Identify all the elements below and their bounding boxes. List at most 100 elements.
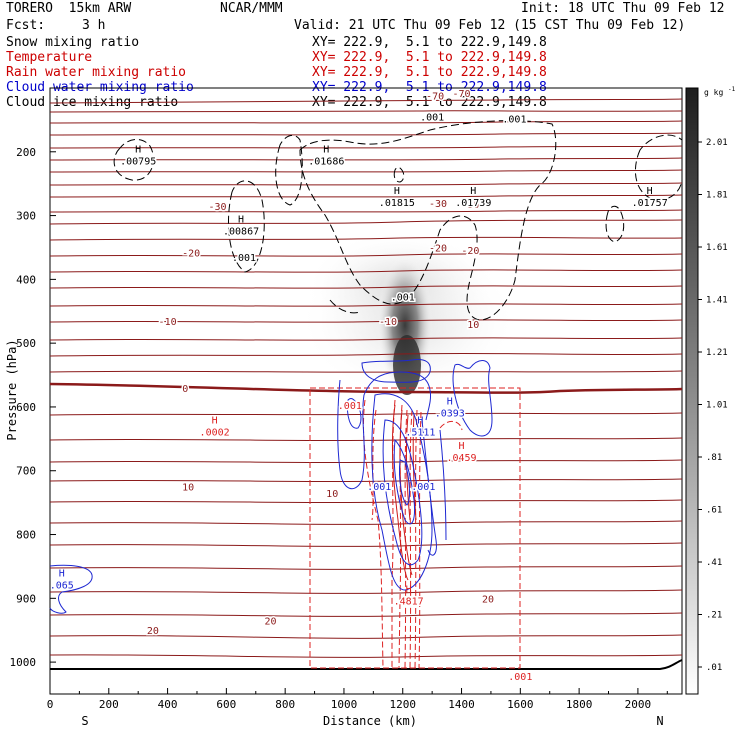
colorbar-tick-label: 1.61	[706, 243, 728, 253]
y-tick-label: 700	[16, 465, 36, 478]
temperature-label: 10	[467, 320, 479, 331]
maximum-marker: H	[459, 441, 465, 452]
x-tick-label: 1800	[566, 698, 593, 711]
field-section-coords: XY= 222.9, 5.1 to 222.9,149.8	[312, 35, 547, 50]
maximum-value: .01815	[379, 198, 415, 209]
maximum-value: .01686	[308, 156, 344, 167]
y-tick-label: 500	[16, 337, 36, 350]
y-tick-label: 600	[16, 401, 36, 414]
x-tick-label: 0	[47, 698, 54, 711]
maximum-value: .0393	[435, 408, 465, 419]
field-section-coords: XY= 222.9, 5.1 to 222.9,149.8	[312, 65, 547, 80]
temperature-label: -30	[461, 200, 479, 211]
maximum-value: .00795	[120, 156, 156, 167]
temperature-label: 10	[326, 489, 338, 500]
field-name: Rain water mixing ratio	[6, 65, 187, 80]
temperature-label: -30	[429, 199, 447, 210]
x-tick-label: 1000	[331, 698, 358, 711]
maximum-marker: H	[212, 415, 218, 426]
colorbar-unit: g kg	[704, 88, 723, 97]
field-legend-row: Temperature XY= 222.9, 5.1 to 222.9,149.8	[6, 50, 547, 65]
x-axis: 0 200 400 600 800 1000 1200 1400 1600 1800 2000 Dis…	[47, 688, 668, 728]
field-legend-row: Rain water mixing ratio XY= 222.9, 5.1 to…	[6, 65, 547, 80]
x-tick-label: 1400	[448, 698, 475, 711]
maximum-marker: H	[238, 215, 244, 226]
x-axis-end-right: N	[656, 714, 663, 728]
maximum-marker: H	[470, 186, 476, 197]
contour-value-label: .001	[338, 401, 362, 412]
colorbar-tick-label: 1.41	[706, 296, 728, 306]
maximum-marker: H	[406, 585, 412, 596]
contour-value-label: .001	[502, 115, 526, 126]
y-tick-label: 1000	[10, 656, 37, 669]
temperature-label: -30	[209, 202, 227, 213]
temperature-label: -20	[182, 249, 200, 260]
temperature-label: 0	[182, 384, 188, 395]
x-axis-title: Distance (km)	[323, 714, 417, 728]
contour-value-label: .001	[411, 482, 435, 493]
field-section-coords: XY= 222.9, 5.1 to 222.9,149.8	[312, 50, 547, 65]
colorbar-tick-label: 1.21	[706, 348, 728, 358]
temperature-label: 20	[147, 626, 159, 637]
colorbar-ramp	[685, 87, 699, 695]
cloud-water-contours	[49, 359, 493, 614]
temperature-label: -10	[379, 317, 397, 328]
maximum-value: .01757	[632, 198, 668, 209]
colorbar-tick-label: 2.01	[706, 138, 728, 148]
field-name: Temperature	[6, 50, 93, 65]
plot-frame	[49, 87, 683, 695]
maximum-value: .00867	[223, 227, 259, 238]
temperature-label: -10	[159, 317, 177, 328]
y-tick-label: 800	[16, 529, 36, 542]
x-tick-label: 2000	[625, 698, 652, 711]
forecast-hours: 3 h	[82, 18, 106, 33]
x-tick-label: 1200	[389, 698, 416, 711]
maximum-value: .0459	[446, 453, 476, 464]
contour-value-label: .001	[232, 253, 256, 264]
maximum-marker: H	[59, 569, 65, 580]
maximum-marker: H	[394, 186, 400, 197]
ground-surface	[50, 659, 683, 670]
colorbar-tick-label: .61	[706, 506, 722, 516]
colorbar-tick-label: 1.81	[706, 191, 728, 201]
contour-value-label: .001	[367, 482, 391, 493]
temperature-label: -20	[429, 243, 447, 254]
contour-value-labels: .001 .001 .001 .001 .001 .001 .001 .001	[230, 111, 533, 684]
forecast-label: Fcst:	[6, 18, 46, 33]
init-time: Init: 18 UTC Thu 09 Feb 12	[521, 1, 725, 16]
maximum-value: .5111	[405, 427, 435, 438]
contour-value-label: .001	[391, 293, 415, 304]
contour-value-label: .001	[420, 113, 444, 124]
temperature-label: 20	[264, 617, 276, 628]
maximum-marker: H	[417, 415, 423, 426]
maximum-value: .065	[50, 581, 74, 592]
x-axis-end-left: S	[81, 714, 88, 728]
y-tick-label: 200	[16, 146, 36, 159]
x-tick-label: 600	[216, 698, 236, 711]
maximum-marker: H	[323, 144, 329, 155]
x-tick-label: 1600	[507, 698, 534, 711]
maximum-marker: H	[135, 144, 141, 155]
x-tick-label: 200	[99, 698, 119, 711]
x-tick-label: 400	[158, 698, 178, 711]
colorbar: 2.01 1.81 1.61 1.41 1.21 1.01 .81 .61 .41 .21 .01 g…	[685, 86, 736, 695]
maximum-value: .4817	[394, 597, 424, 608]
x-tick-label: 800	[275, 698, 295, 711]
y-tick-label: 400	[16, 273, 36, 286]
field-name: Snow mixing ratio	[6, 35, 140, 50]
colorbar-tick-label: .01	[706, 663, 722, 673]
y-axis-title: Pressure (hPa)	[5, 339, 19, 440]
temperature-label: -70	[426, 92, 444, 103]
maxima-labels: H.00795H.00867H.01686H.01815H.01739H.017…	[48, 144, 669, 609]
field-section-coords: XY= 222.9, 5.1 to 222.9,149.8	[312, 95, 547, 110]
maximum-marker: H	[647, 186, 653, 197]
y-tick-label: 300	[16, 210, 36, 223]
colorbar-tick-label: .41	[706, 558, 722, 568]
temperature-label: -20	[461, 246, 479, 257]
colorbar-unit-exponent: -1	[728, 86, 736, 93]
colorbar-tick-label: .21	[706, 611, 722, 621]
temperature-labels: -70 -70 -30 -30 -30 -20 -20 -20 -10 -10 10 0 10 10 20 2…	[145, 88, 495, 639]
maximum-value: .0002	[200, 427, 230, 438]
cloud-ice-contours	[113, 120, 683, 321]
